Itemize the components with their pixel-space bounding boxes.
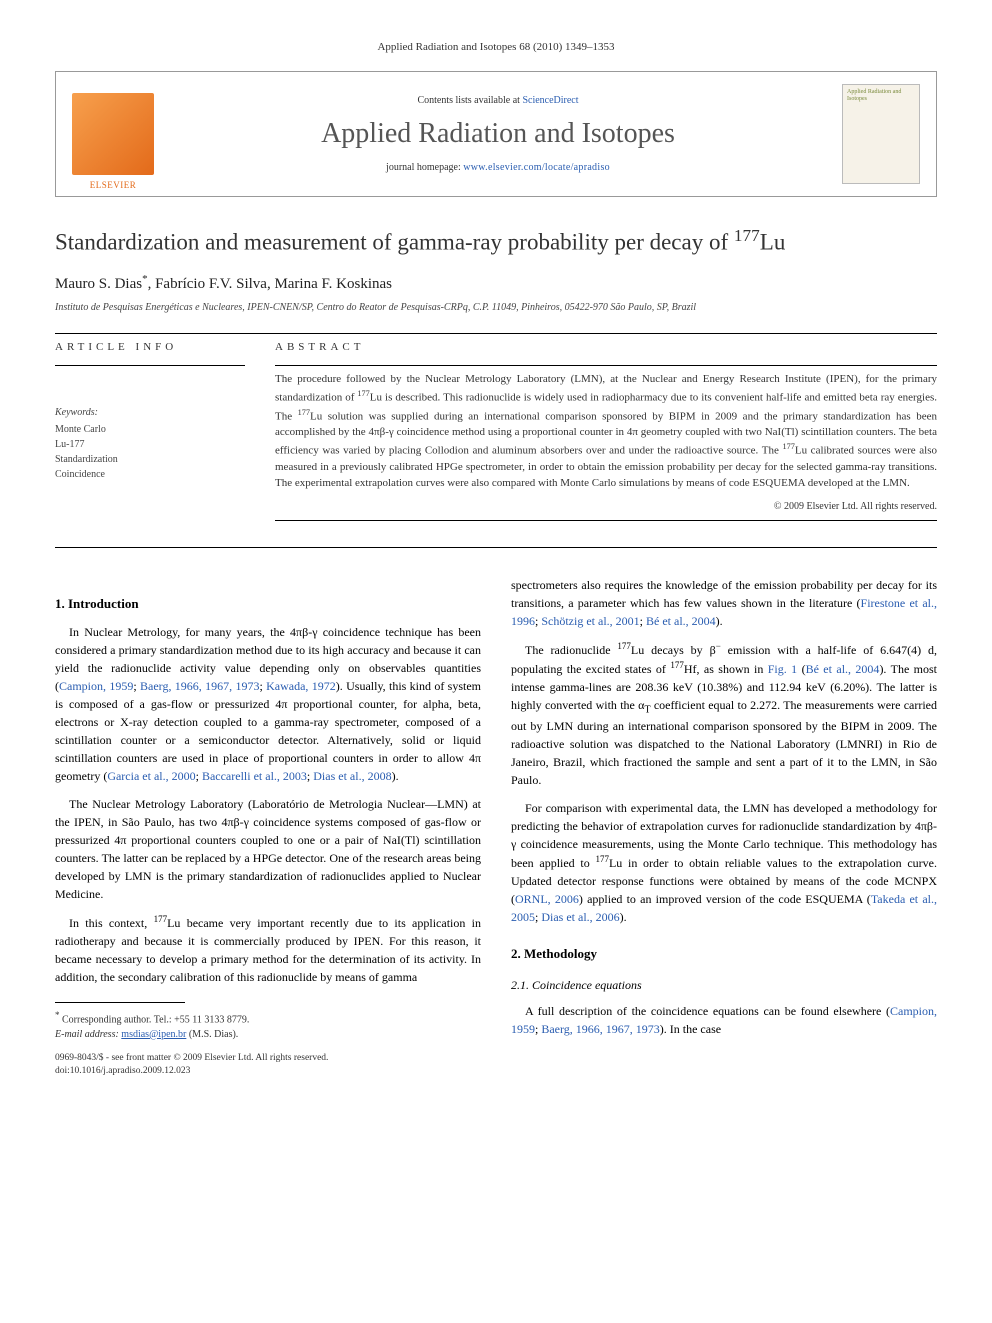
homepage-prefix: journal homepage: <box>386 162 463 173</box>
journal-cover-thumb: Applied Radiation and Isotopes <box>842 84 920 184</box>
footnote-divider <box>55 1002 185 1003</box>
journal-title: Applied Radiation and Isotopes <box>170 114 826 153</box>
email-prefix: E-mail address: <box>55 1029 121 1040</box>
keywords-head: Keywords: <box>55 406 245 420</box>
abstract-copyright: © 2009 Elsevier Ltd. All rights reserved… <box>275 500 937 514</box>
banner-center: Contents lists available at ScienceDirec… <box>170 94 826 175</box>
divider <box>55 547 937 548</box>
article-info-row: ARTICLE INFO Keywords: Monte Carlo Lu-17… <box>55 340 937 527</box>
paragraph: In Nuclear Metrology, for many years, th… <box>55 623 481 785</box>
homepage-line: journal homepage: www.elsevier.com/locat… <box>170 161 826 175</box>
keyword: Monte Carlo <box>55 422 245 437</box>
divider <box>55 333 937 334</box>
doi-line: doi:10.1016/j.apradiso.2009.12.023 <box>55 1065 481 1078</box>
abstract-label: ABSTRACT <box>275 340 937 355</box>
email-suffix: (M.S. Dias). <box>186 1029 238 1040</box>
corresponding-author-note: * Corresponding author. Tel.: +55 11 313… <box>55 1009 481 1027</box>
paragraph: In this context, 177Lu became very impor… <box>55 913 481 986</box>
journal-cover-label: Applied Radiation and Isotopes <box>843 85 919 106</box>
divider <box>275 365 937 366</box>
contents-prefix: Contents lists available at <box>417 95 522 106</box>
article-info-label: ARTICLE INFO <box>55 340 245 355</box>
keyword: Standardization <box>55 452 245 467</box>
email-line: E-mail address: msdias@ipen.br (M.S. Dia… <box>55 1028 481 1042</box>
body-columns: 1. Introduction In Nuclear Metrology, fo… <box>55 576 937 1078</box>
homepage-link[interactable]: www.elsevier.com/locate/apradiso <box>463 162 610 173</box>
issn-line: 0969-8043/$ - see front matter © 2009 El… <box>55 1052 481 1065</box>
divider <box>275 520 937 521</box>
elsevier-logo <box>72 93 154 175</box>
paragraph: The Nuclear Metrology Laboratory (Labora… <box>55 795 481 903</box>
affiliation: Instituto de Pesquisas Energéticas e Nuc… <box>55 301 937 315</box>
paragraph: spectrometers also requires the knowledg… <box>511 576 937 630</box>
section-heading: 1. Introduction <box>55 594 481 614</box>
keyword: Coincidence <box>55 467 245 482</box>
email-link[interactable]: msdias@ipen.br <box>121 1029 186 1040</box>
publisher-logo-wrap <box>72 93 154 175</box>
column-left: 1. Introduction In Nuclear Metrology, fo… <box>55 576 481 1078</box>
abstract-block: ABSTRACT The procedure followed by the N… <box>275 340 937 527</box>
article-title: Standardization and measurement of gamma… <box>55 225 937 258</box>
paragraph: For comparison with experimental data, t… <box>511 799 937 926</box>
journal-banner: Contents lists available at ScienceDirec… <box>55 71 937 197</box>
subsection-heading: 2.1. Coincidence equations <box>511 976 937 994</box>
paragraph: A full description of the coincidence eq… <box>511 1002 937 1038</box>
sciencedirect-link[interactable]: ScienceDirect <box>522 95 578 106</box>
column-right: spectrometers also requires the knowledg… <box>511 576 937 1078</box>
keywords-list: Monte Carlo Lu-177 Standardization Coinc… <box>55 422 245 482</box>
paragraph: The radionuclide 177Lu decays by β− emis… <box>511 640 937 789</box>
section-heading: 2. Methodology <box>511 944 937 964</box>
author-list: Mauro S. Dias*, Fabrício F.V. Silva, Mar… <box>55 272 937 295</box>
doi-block: 0969-8043/$ - see front matter © 2009 El… <box>55 1052 481 1079</box>
running-header: Applied Radiation and Isotopes 68 (2010)… <box>55 40 937 55</box>
divider <box>55 365 245 366</box>
contents-line: Contents lists available at ScienceDirec… <box>170 94 826 108</box>
abstract-text: The procedure followed by the Nuclear Me… <box>275 372 937 492</box>
keyword: Lu-177 <box>55 437 245 452</box>
article-info-left: ARTICLE INFO Keywords: Monte Carlo Lu-17… <box>55 340 245 527</box>
